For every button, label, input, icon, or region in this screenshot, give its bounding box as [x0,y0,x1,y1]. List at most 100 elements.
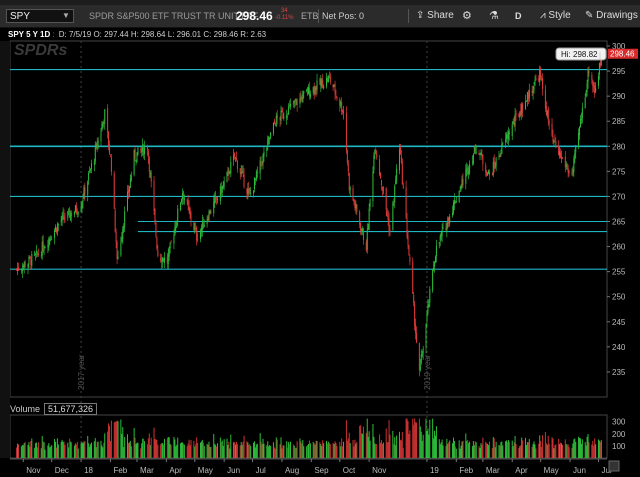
volume-bar [502,445,504,458]
volume-bar [243,435,245,458]
chevron-down-icon[interactable]: ▼ [62,11,70,20]
volume-bar [230,434,232,458]
volume-bar [233,442,235,458]
flask-icon[interactable]: ⚗ [489,10,499,22]
volume-bar [336,446,338,458]
share-button[interactable]: ⇪ Share [416,10,454,21]
volume-bar [514,435,516,458]
volume-bar [566,444,568,458]
volume-bar [135,443,137,458]
volume-bar [385,428,387,458]
price-panel [9,40,608,398]
volume-bar [292,444,294,458]
volume-bar [499,445,501,458]
volume-bar [221,440,223,458]
volume-bar [260,441,262,458]
volume-bar [432,418,434,458]
volume-bar [136,442,138,458]
volume-bar [512,446,514,458]
volume-bar [329,444,331,458]
volume-bar [433,438,435,458]
volume-bar [24,442,26,458]
volume-bar [34,447,36,458]
drawings-button[interactable]: ✎ Drawings [585,10,638,21]
volume-bar [539,435,541,458]
style-button[interactable]: ⩘ Style [540,10,571,21]
volume-bar [349,443,351,458]
volume-bar [262,438,264,458]
volume-bar [542,435,544,458]
volume-bar [156,439,158,458]
volume-bar [307,445,309,458]
volume-bar [228,441,230,458]
volume-bar [50,446,52,458]
volume-bar [96,442,98,458]
volume-bar [521,437,523,458]
volume-bar [68,447,70,458]
price-tick-label-245: 245 [612,318,626,327]
volume-bar [587,434,589,458]
volume-bar [342,446,344,458]
ohlc-info-bar: SPY 5 Y 1D: D: 7/5/19 O: 297.44 H: 298.6… [8,30,267,39]
volume-bar [142,438,144,458]
price-tick-label-285: 285 [612,117,626,126]
time-tick-label: Nov [372,466,386,475]
volume-bar [362,426,364,458]
volume-bar [394,437,396,458]
volume-bar [36,442,38,458]
volume-bar [93,441,95,458]
volume-bar [434,435,436,458]
volume-bar [270,445,272,458]
symbol-input[interactable]: SPY [6,9,74,23]
volume-bar [402,447,404,458]
volume-bar [322,440,324,458]
year-marker-2017-label: 2017 year [77,354,86,390]
volume-bar [120,419,122,458]
volume-bar [355,443,357,458]
volume-bar [544,432,546,458]
price-tick-label-300: 300 [612,42,626,51]
volume-bar [416,422,418,458]
volume-bar [272,442,274,458]
volume-bar [208,441,210,458]
volume-bar [513,442,515,458]
volume-bar [273,447,275,458]
volume-bar [147,438,149,458]
left-margin [0,41,10,458]
volume-bar [207,444,209,458]
volume-bar [552,438,554,458]
volume-bar [80,443,82,458]
volume-bar [581,439,583,458]
volume-tick-label-200: 200 [612,430,626,439]
volume-bar [102,447,104,458]
volume-bar [229,448,231,458]
volume-bar [346,440,348,458]
volume-bar [492,437,494,458]
last-price-tag-bg [608,48,638,59]
volume-bar [97,441,99,458]
volume-bar [396,435,398,458]
aggregation-button[interactable]: D [515,11,522,21]
volume-bar [395,445,397,458]
volume-bar [16,447,18,458]
volume-bar [146,444,148,458]
volume-bar [522,440,524,458]
volume-bar [275,437,277,458]
volume-bar [594,438,596,458]
volume-bar [360,425,362,458]
volume-bar [254,447,256,458]
volume-bar [160,444,162,458]
volume-bar [293,445,295,458]
volume-bar [474,441,476,458]
volume-bar [373,436,375,458]
volume-bar [459,448,461,458]
volume-bar [90,444,92,458]
volume-bar [429,419,431,458]
volume-bar [299,438,301,458]
volume-bar [359,425,361,458]
volume-bar [56,438,58,458]
volume-bar [553,448,555,458]
gear-icon[interactable]: ⚙ [462,10,472,22]
style-label: Style [548,10,571,21]
